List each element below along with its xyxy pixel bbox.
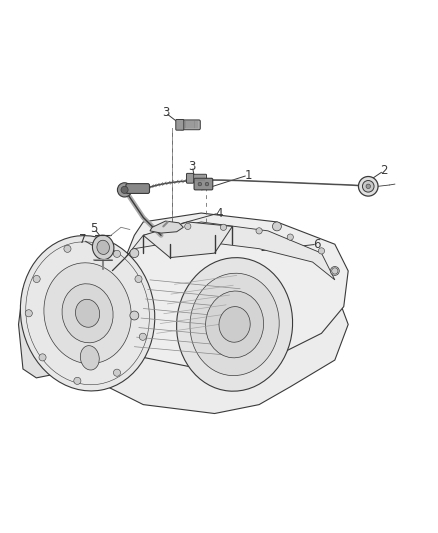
Circle shape	[332, 268, 338, 274]
Circle shape	[363, 181, 374, 192]
Circle shape	[185, 223, 191, 230]
Text: 2: 2	[380, 164, 388, 177]
Circle shape	[205, 182, 209, 186]
Text: 1: 1	[244, 168, 252, 182]
Circle shape	[330, 266, 339, 276]
Ellipse shape	[177, 257, 293, 391]
Ellipse shape	[219, 306, 250, 342]
Polygon shape	[143, 222, 233, 257]
FancyBboxPatch shape	[191, 174, 207, 182]
Polygon shape	[150, 221, 184, 233]
Circle shape	[39, 354, 46, 361]
FancyBboxPatch shape	[194, 178, 213, 190]
Circle shape	[366, 184, 371, 189]
Circle shape	[74, 377, 81, 384]
Text: 5: 5	[91, 222, 98, 235]
FancyBboxPatch shape	[187, 173, 194, 183]
Circle shape	[64, 245, 71, 252]
Text: 3: 3	[189, 160, 196, 173]
Circle shape	[256, 228, 262, 234]
Text: 4: 4	[215, 206, 223, 220]
Ellipse shape	[75, 300, 100, 327]
Polygon shape	[18, 280, 90, 378]
Circle shape	[113, 369, 120, 376]
Ellipse shape	[80, 346, 99, 370]
Ellipse shape	[205, 291, 264, 358]
Circle shape	[33, 276, 40, 282]
Circle shape	[220, 224, 226, 230]
Ellipse shape	[190, 273, 279, 376]
FancyBboxPatch shape	[176, 119, 184, 130]
Circle shape	[117, 183, 132, 197]
FancyBboxPatch shape	[180, 120, 200, 130]
Circle shape	[287, 234, 293, 240]
Ellipse shape	[44, 263, 131, 364]
Circle shape	[130, 311, 139, 320]
Circle shape	[121, 187, 128, 193]
Ellipse shape	[92, 235, 114, 260]
Circle shape	[358, 176, 378, 196]
Ellipse shape	[21, 236, 155, 391]
Circle shape	[272, 222, 281, 231]
Ellipse shape	[97, 240, 110, 254]
Circle shape	[198, 182, 201, 186]
Text: 6: 6	[313, 238, 321, 251]
Circle shape	[113, 251, 120, 257]
Circle shape	[139, 333, 146, 340]
FancyBboxPatch shape	[126, 184, 149, 193]
Polygon shape	[90, 213, 348, 369]
Ellipse shape	[62, 284, 113, 343]
Polygon shape	[23, 271, 348, 414]
Text: 3: 3	[162, 106, 169, 119]
Text: 7: 7	[79, 233, 87, 246]
Circle shape	[318, 248, 325, 254]
Circle shape	[135, 276, 142, 282]
Circle shape	[25, 310, 32, 317]
Circle shape	[130, 249, 139, 257]
Polygon shape	[112, 222, 335, 280]
